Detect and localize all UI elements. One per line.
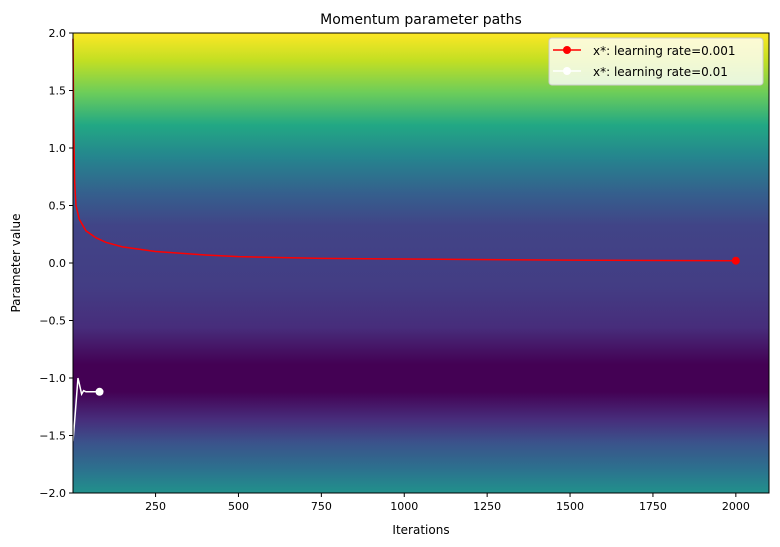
heatmap-background bbox=[73, 33, 769, 493]
series-line-0 bbox=[72, 38, 736, 262]
x-tick-label: 1750 bbox=[639, 500, 667, 513]
x-tick-label: 1500 bbox=[556, 500, 584, 513]
legend-marker-white bbox=[563, 67, 571, 75]
y-tick-label: −2.0 bbox=[39, 487, 66, 500]
x-tick-label: 2000 bbox=[722, 500, 750, 513]
x-tick-label: 500 bbox=[228, 500, 249, 513]
chart-title: Momentum parameter paths bbox=[320, 12, 522, 28]
legend: x*: learning rate=0.001 x*: learning rat… bbox=[548, 37, 764, 86]
x-tick-label: 750 bbox=[311, 500, 332, 513]
y-tick-label: 0.5 bbox=[49, 200, 67, 213]
y-axis-label: Parameter value bbox=[9, 213, 23, 312]
legend-marker-red bbox=[563, 46, 571, 54]
y-tick-label: 0.0 bbox=[49, 257, 67, 270]
legend-label-1: x*: learning rate=0.01 bbox=[593, 65, 728, 79]
legend-label-0: x*: learning rate=0.001 bbox=[593, 44, 736, 58]
series-endpoint-marker-0 bbox=[731, 256, 740, 265]
y-tick-label: −0.5 bbox=[39, 315, 66, 328]
x-tick-label: 1250 bbox=[473, 500, 501, 513]
x-tick-label: 250 bbox=[145, 500, 166, 513]
y-tick-label: −1.0 bbox=[39, 372, 66, 385]
y-tick-label: 1.0 bbox=[49, 142, 67, 155]
y-tick-label: 1.5 bbox=[49, 85, 67, 98]
series-endpoint-marker-1 bbox=[95, 387, 104, 396]
y-tick-label: −1.5 bbox=[39, 430, 66, 443]
series-line-1 bbox=[72, 377, 100, 442]
x-tick-label: 1000 bbox=[390, 500, 418, 513]
y-tick-label: 2.0 bbox=[49, 27, 67, 40]
x-axis-label: Iterations bbox=[392, 523, 449, 537]
